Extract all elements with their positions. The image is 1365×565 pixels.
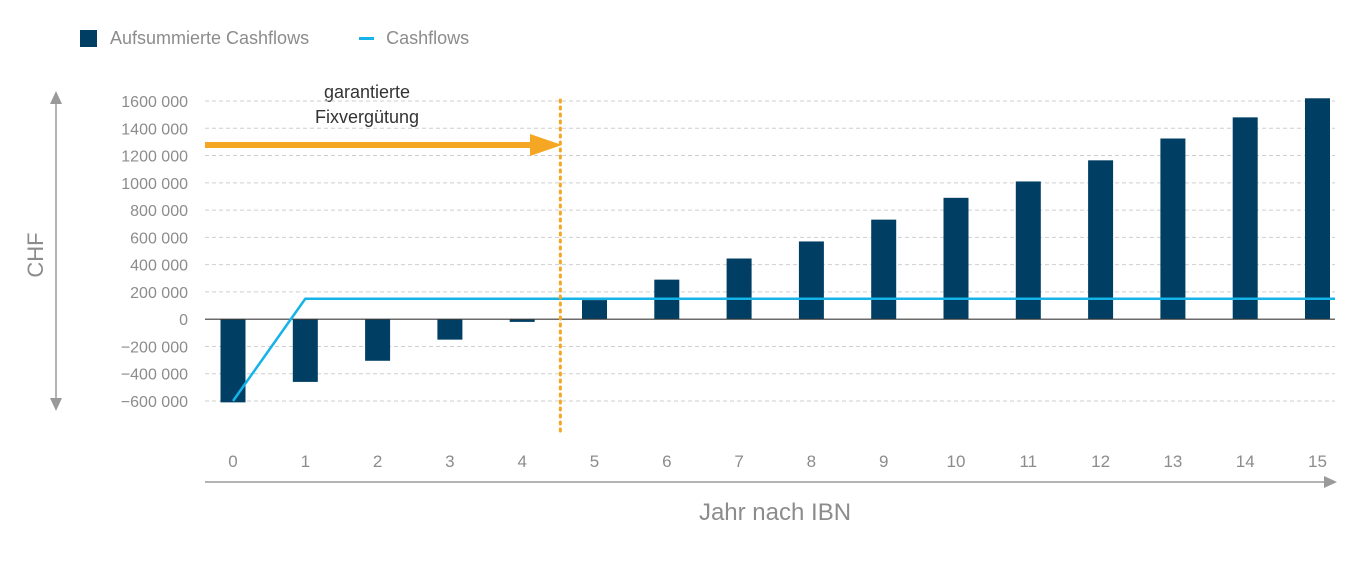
y-tick-label: −200 000 [121, 339, 188, 356]
bar [943, 197, 969, 320]
chart-legend: Aufsummierte Cashflows Cashflows [80, 28, 469, 49]
y-tick-label: −400 000 [121, 367, 188, 384]
guarantee-arrow-head [530, 134, 562, 156]
x-tick-label: 0 [228, 452, 237, 471]
bar [726, 258, 752, 320]
y-axis-arrow-head-bottom [50, 398, 62, 411]
y-tick-label: 1400 000 [121, 121, 188, 138]
legend-swatch-bars [80, 30, 97, 47]
bar [437, 319, 463, 340]
y-tick-label: 1600 000 [121, 94, 188, 111]
bar [582, 300, 607, 320]
bar [509, 319, 535, 322]
x-tick-label: 2 [373, 452, 382, 471]
legend-label-line: Cashflows [386, 28, 470, 48]
x-tick-label: 1 [301, 452, 310, 471]
legend-item-bars: Aufsummierte Cashflows [80, 28, 309, 49]
bar [1015, 181, 1041, 320]
y-tick-label: 400 000 [130, 258, 188, 275]
x-tick-label: 8 [807, 452, 816, 471]
x-axis-title: Jahr nach IBN [699, 499, 851, 526]
bar [871, 219, 897, 320]
y-tick-label: 800 000 [130, 203, 188, 220]
x-tick-label: 9 [879, 452, 888, 471]
bar [1232, 117, 1258, 320]
cashflow-line [231, 297, 1335, 402]
x-tick-label: 10 [947, 452, 966, 471]
legend-swatch-line [359, 37, 375, 40]
y-tick-label: −600 000 [121, 394, 188, 411]
y-tick-label: 600 000 [130, 230, 188, 247]
legend-item-line: Cashflows [359, 28, 469, 49]
x-tick-label: 4 [517, 452, 526, 471]
y-axis-arrow-head-top [50, 91, 62, 104]
bar [1088, 160, 1114, 320]
x-tick-label: 6 [662, 452, 671, 471]
x-tick-label: 13 [1163, 452, 1182, 471]
legend-label-bars: Aufsummierte Cashflows [110, 28, 310, 48]
x-tick-label: 3 [445, 452, 454, 471]
y-tick-label: 1200 000 [121, 149, 188, 166]
y-tick-label: 1000 000 [121, 176, 188, 193]
annotation-line-1: garantierte [323, 82, 411, 102]
bar [1305, 98, 1330, 320]
x-tick-label: 14 [1236, 452, 1255, 471]
x-axis-arrow-head [1324, 476, 1337, 488]
x-tick-label: 5 [590, 452, 599, 471]
x-tick-label: 15 [1308, 452, 1327, 471]
y-tick-label: 200 000 [130, 285, 188, 302]
annotation-line-2: Fixvergütung [314, 107, 420, 127]
x-tick-label: 12 [1091, 452, 1110, 471]
y-tick-label: 0 [179, 312, 188, 329]
fixed-compensation-annotation: garantierte Fixvergütung [282, 80, 452, 130]
bar [292, 319, 318, 382]
bar [1160, 138, 1186, 320]
x-tick-label: 7 [734, 452, 743, 471]
bar [798, 241, 824, 320]
y-axis-title: CHF [23, 232, 48, 277]
x-tick-label: 11 [1019, 452, 1037, 471]
bar [365, 319, 391, 361]
